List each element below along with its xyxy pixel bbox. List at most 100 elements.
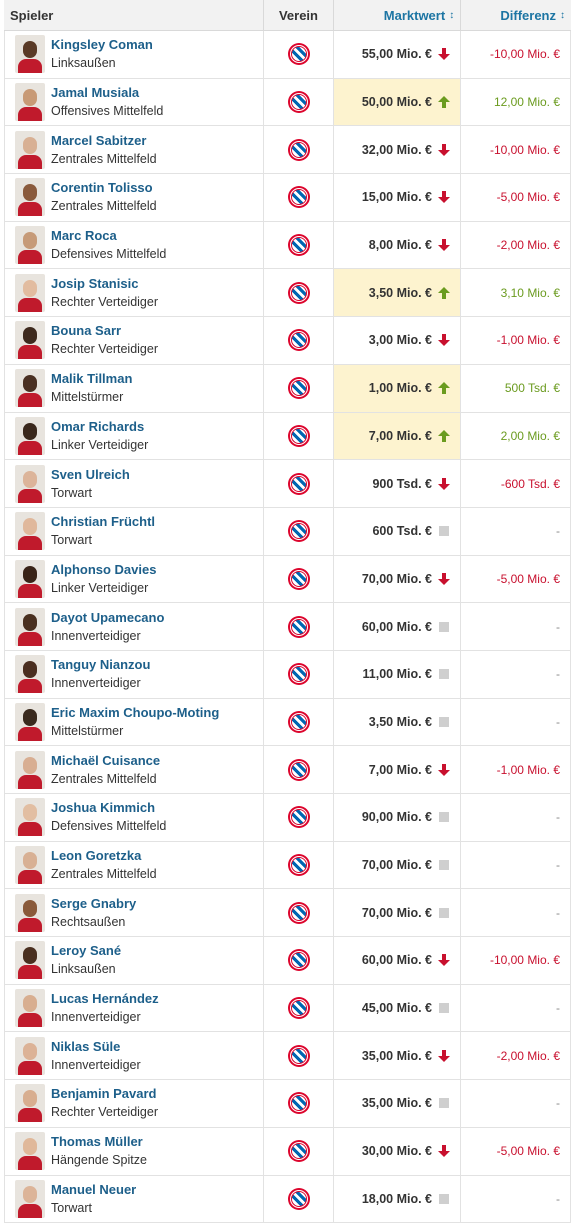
- player-name-link[interactable]: Serge Gnabry: [51, 895, 136, 913]
- market-value: 90,00 Mio. €: [362, 810, 432, 824]
- player-photo[interactable]: [15, 1132, 45, 1170]
- fc-bayern-crest-icon[interactable]: [288, 902, 310, 924]
- fc-bayern-crest-icon[interactable]: [288, 616, 310, 638]
- player-photo[interactable]: [15, 1084, 45, 1122]
- player-name-link[interactable]: Joshua Kimmich: [51, 799, 166, 817]
- fc-bayern-crest-icon[interactable]: [288, 949, 310, 971]
- player-photo[interactable]: [15, 512, 45, 550]
- player-name-link[interactable]: Corentin Tolisso: [51, 179, 157, 197]
- fc-bayern-crest-icon[interactable]: [288, 1092, 310, 1114]
- player-photo[interactable]: [15, 131, 45, 169]
- player-name-link[interactable]: Marcel Sabitzer: [51, 132, 157, 150]
- difference-header-label[interactable]: Differenz: [500, 8, 556, 23]
- fc-bayern-crest-icon[interactable]: [288, 234, 310, 256]
- fc-bayern-crest-icon[interactable]: [288, 568, 310, 590]
- table-row: Michaël Cuisance Zentrales Mittelfeld 7,…: [4, 746, 571, 794]
- table-row: Alphonso Davies Linker Verteidiger 70,00…: [4, 556, 571, 604]
- player-photo[interactable]: [15, 178, 45, 216]
- player-photo[interactable]: [15, 35, 45, 73]
- player-name-link[interactable]: Sven Ulreich: [51, 466, 130, 484]
- fc-bayern-crest-icon[interactable]: [288, 759, 310, 781]
- market-value: 11,00 Mio. €: [363, 667, 432, 681]
- player-photo[interactable]: [15, 417, 45, 455]
- fc-bayern-crest-icon[interactable]: [288, 425, 310, 447]
- player-photo[interactable]: [15, 321, 45, 359]
- market-value: 50,00 Mio. €: [362, 95, 432, 109]
- player-name-link[interactable]: Josip Stanisic: [51, 275, 158, 293]
- player-photo[interactable]: [15, 226, 45, 264]
- fc-bayern-crest-icon[interactable]: [288, 1188, 310, 1210]
- player-name-link[interactable]: Kingsley Coman: [51, 36, 153, 54]
- player-photo[interactable]: [15, 846, 45, 884]
- player-name-link[interactable]: Leroy Sané: [51, 942, 121, 960]
- arrow-down-icon: [438, 239, 450, 251]
- arrow-down-icon: [438, 954, 450, 966]
- player-name-link[interactable]: Alphonso Davies: [51, 561, 156, 579]
- club-cell: [264, 889, 334, 936]
- player-photo[interactable]: [15, 369, 45, 407]
- fc-bayern-crest-icon[interactable]: [288, 43, 310, 65]
- market-value-cell: 50,00 Mio. €: [334, 79, 461, 126]
- player-name-link[interactable]: Marc Roca: [51, 227, 166, 245]
- player-photo[interactable]: [15, 608, 45, 646]
- player-name-link[interactable]: Lucas Hernández: [51, 990, 159, 1008]
- player-name-link[interactable]: Leon Goretzka: [51, 847, 157, 865]
- player-cell: Christian Früchtl Torwart: [4, 508, 264, 555]
- fc-bayern-crest-icon[interactable]: [288, 377, 310, 399]
- market-value-cell: 7,00 Mio. €: [334, 746, 461, 793]
- difference-value: 3,10 Mio. €: [501, 286, 560, 300]
- player-photo[interactable]: [15, 798, 45, 836]
- player-photo[interactable]: [15, 751, 45, 789]
- player-cell: Bouna Sarr Rechter Verteidiger: [4, 317, 264, 364]
- market-value-header-label[interactable]: Marktwert: [384, 8, 445, 23]
- table-row: Christian Früchtl Torwart 600 Tsd. € -: [4, 508, 571, 556]
- player-photo[interactable]: [15, 1180, 45, 1218]
- player-name-link[interactable]: Niklas Süle: [51, 1038, 141, 1056]
- player-photo[interactable]: [15, 560, 45, 598]
- club-cell: [264, 222, 334, 269]
- player-name-link[interactable]: Eric Maxim Choupo-Moting: [51, 704, 219, 722]
- sort-icon[interactable]: ↕: [449, 10, 454, 21]
- player-photo[interactable]: [15, 941, 45, 979]
- player-name-link[interactable]: Christian Früchtl: [51, 513, 155, 531]
- fc-bayern-crest-icon[interactable]: [288, 520, 310, 542]
- market-value: 70,00 Mio. €: [362, 572, 432, 586]
- table-row: Omar Richards Linker Verteidiger 7,00 Mi…: [4, 413, 571, 461]
- fc-bayern-crest-icon[interactable]: [288, 329, 310, 351]
- player-photo[interactable]: [15, 894, 45, 932]
- player-name-link[interactable]: Omar Richards: [51, 418, 148, 436]
- player-name-link[interactable]: Tanguy Nianzou: [51, 656, 150, 674]
- player-name-link[interactable]: Malik Tillman: [51, 370, 132, 388]
- fc-bayern-crest-icon[interactable]: [288, 1140, 310, 1162]
- fc-bayern-crest-icon[interactable]: [288, 473, 310, 495]
- player-name-link[interactable]: Jamal Musiala: [51, 84, 163, 102]
- fc-bayern-crest-icon[interactable]: [288, 806, 310, 828]
- fc-bayern-crest-icon[interactable]: [288, 1045, 310, 1067]
- fc-bayern-crest-icon[interactable]: [288, 663, 310, 685]
- player-photo[interactable]: [15, 83, 45, 121]
- fc-bayern-crest-icon[interactable]: [288, 91, 310, 113]
- fc-bayern-crest-icon[interactable]: [288, 282, 310, 304]
- difference-value: -5,00 Mio. €: [497, 190, 560, 204]
- fc-bayern-crest-icon[interactable]: [288, 186, 310, 208]
- market-value: 900 Tsd. €: [372, 477, 432, 491]
- sort-icon[interactable]: ↕: [560, 10, 565, 21]
- player-name-link[interactable]: Bouna Sarr: [51, 322, 158, 340]
- player-photo[interactable]: [15, 1037, 45, 1075]
- player-photo[interactable]: [15, 989, 45, 1027]
- player-name-link[interactable]: Thomas Müller: [51, 1133, 147, 1151]
- player-photo[interactable]: [15, 465, 45, 503]
- column-header-difference[interactable]: Differenz ↕: [461, 0, 571, 30]
- player-photo[interactable]: [15, 655, 45, 693]
- column-header-market-value[interactable]: Marktwert ↕: [334, 0, 461, 30]
- player-name-link[interactable]: Manuel Neuer: [51, 1181, 136, 1199]
- fc-bayern-crest-icon[interactable]: [288, 711, 310, 733]
- fc-bayern-crest-icon[interactable]: [288, 854, 310, 876]
- fc-bayern-crest-icon[interactable]: [288, 997, 310, 1019]
- fc-bayern-crest-icon[interactable]: [288, 139, 310, 161]
- player-name-link[interactable]: Dayot Upamecano: [51, 609, 164, 627]
- player-name-link[interactable]: Michaël Cuisance: [51, 752, 160, 770]
- player-name-link[interactable]: Benjamin Pavard: [51, 1085, 158, 1103]
- player-photo[interactable]: [15, 274, 45, 312]
- player-photo[interactable]: [15, 703, 45, 741]
